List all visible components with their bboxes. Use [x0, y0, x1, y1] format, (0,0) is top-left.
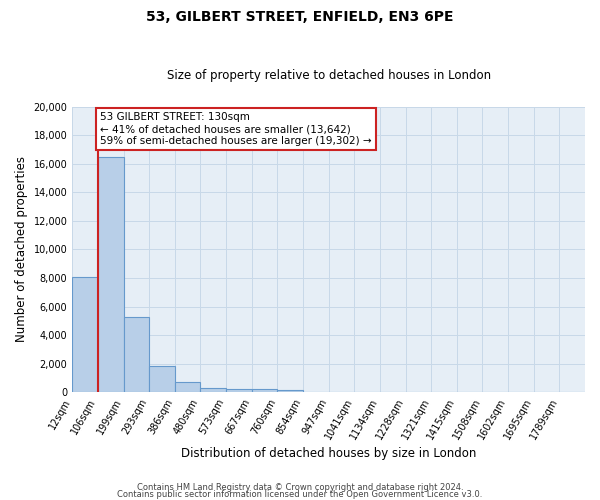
- Bar: [226, 388, 252, 392]
- Bar: [200, 388, 226, 392]
- Bar: [252, 390, 277, 392]
- Title: Size of property relative to detached houses in London: Size of property relative to detached ho…: [167, 69, 491, 82]
- Bar: [72, 276, 98, 392]
- Bar: [175, 382, 200, 392]
- Bar: [124, 316, 149, 392]
- Text: Contains public sector information licensed under the Open Government Licence v3: Contains public sector information licen…: [118, 490, 482, 499]
- Text: 53, GILBERT STREET, ENFIELD, EN3 6PE: 53, GILBERT STREET, ENFIELD, EN3 6PE: [146, 10, 454, 24]
- X-axis label: Distribution of detached houses by size in London: Distribution of detached houses by size …: [181, 447, 476, 460]
- Bar: [149, 366, 175, 392]
- Bar: [98, 156, 124, 392]
- Text: 53 GILBERT STREET: 130sqm
← 41% of detached houses are smaller (13,642)
59% of s: 53 GILBERT STREET: 130sqm ← 41% of detac…: [100, 112, 372, 146]
- Bar: [277, 390, 303, 392]
- Y-axis label: Number of detached properties: Number of detached properties: [15, 156, 28, 342]
- Text: Contains HM Land Registry data © Crown copyright and database right 2024.: Contains HM Land Registry data © Crown c…: [137, 484, 463, 492]
